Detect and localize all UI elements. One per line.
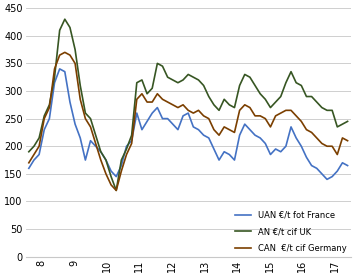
CAN  €/t cif Germany	[124, 153, 129, 156]
AN €/t cif UK	[124, 147, 129, 151]
CAN  €/t cif Germany	[27, 161, 31, 164]
Line: CAN  €/t cif Germany: CAN €/t cif Germany	[29, 52, 348, 190]
CAN  €/t cif Germany	[258, 114, 262, 118]
AN €/t cif UK	[345, 120, 350, 123]
CAN  €/t cif Germany	[135, 98, 139, 101]
AN €/t cif UK	[196, 78, 201, 82]
UAN €/t fot France	[340, 161, 345, 164]
UAN €/t fot France	[119, 164, 124, 167]
CAN  €/t cif Germany	[63, 51, 67, 54]
UAN €/t fot France	[325, 178, 329, 181]
UAN €/t fot France	[181, 114, 185, 118]
CAN  €/t cif Germany	[186, 109, 190, 112]
CAN  €/t cif Germany	[345, 139, 350, 142]
CAN  €/t cif Germany	[340, 136, 345, 140]
AN €/t cif UK	[258, 92, 262, 95]
AN €/t cif UK	[135, 81, 139, 84]
AN €/t cif UK	[340, 123, 345, 126]
CAN  €/t cif Germany	[196, 109, 201, 112]
AN €/t cif UK	[27, 150, 31, 153]
AN €/t cif UK	[186, 73, 190, 76]
AN €/t cif UK	[63, 18, 67, 21]
Legend: UAN €/t fot France, AN €/t cif UK, CAN  €/t cif Germany: UAN €/t fot France, AN €/t cif UK, CAN €…	[235, 211, 347, 253]
CAN  €/t cif Germany	[114, 189, 118, 192]
UAN €/t fot France	[191, 125, 196, 129]
Line: AN €/t cif UK: AN €/t cif UK	[29, 19, 348, 190]
UAN €/t fot France	[130, 139, 134, 142]
AN €/t cif UK	[114, 189, 118, 192]
UAN €/t fot France	[58, 67, 62, 71]
UAN €/t fot France	[27, 167, 31, 170]
UAN €/t fot France	[253, 134, 257, 137]
Line: UAN €/t fot France: UAN €/t fot France	[29, 69, 348, 179]
UAN €/t fot France	[345, 164, 350, 167]
